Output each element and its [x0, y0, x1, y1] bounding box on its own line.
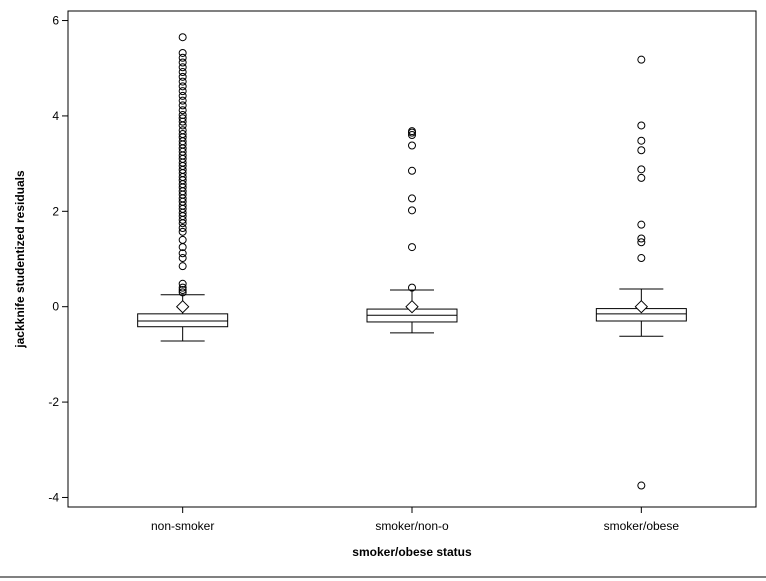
y-tick-label: 2 — [52, 204, 59, 218]
outlier-point — [178, 33, 187, 42]
outlier-point — [178, 53, 187, 62]
outlier-point — [178, 219, 187, 228]
outlier-point — [408, 166, 416, 175]
outlier-point — [178, 249, 187, 258]
outlier-point — [178, 286, 187, 294]
outlier-point — [637, 165, 646, 174]
box-iqr — [137, 313, 229, 328]
outlier-point — [178, 96, 187, 105]
box-group — [595, 55, 687, 490]
outlier-point — [178, 58, 187, 67]
outlier-point — [408, 194, 416, 203]
outlier-point — [637, 121, 646, 130]
outlier-point — [178, 235, 187, 244]
x-tick-label: smoker/obese — [604, 519, 680, 533]
outlier-point — [178, 68, 187, 77]
outlier-point — [637, 55, 646, 64]
outlier-point — [178, 283, 187, 292]
x-axis-label: smoker/obese status — [352, 545, 472, 559]
outlier-point — [178, 279, 187, 288]
plot-area-frame — [67, 10, 757, 508]
boxes-layer — [137, 33, 687, 490]
outlier-point — [178, 48, 187, 57]
outlier-point — [178, 101, 187, 110]
outlier-point — [178, 87, 187, 96]
y-axis: -4 -2 0 2 4 6 — [48, 14, 68, 504]
outlier-point — [637, 146, 646, 155]
outlier-point — [178, 72, 187, 81]
outlier-point — [178, 227, 187, 236]
outlier-point — [178, 77, 187, 86]
y-tick-label: 0 — [52, 300, 59, 314]
box-group — [366, 127, 458, 334]
outlier-point — [637, 238, 646, 247]
outlier-point — [178, 63, 187, 72]
mean-marker — [405, 299, 419, 314]
outlier-point — [408, 283, 416, 292]
outlier-point — [178, 82, 187, 91]
outlier-point — [178, 243, 187, 252]
outlier-point — [178, 121, 187, 130]
outlier-point — [637, 234, 646, 243]
outlier-point — [178, 262, 187, 271]
mean-marker — [634, 299, 649, 314]
x-tick-label: non-smoker — [151, 519, 214, 533]
outlier-point — [637, 254, 646, 263]
x-tick-label: smoker/non-o — [375, 519, 449, 533]
outlier-point — [178, 215, 187, 224]
outlier-point — [178, 117, 187, 126]
outlier-point — [637, 481, 646, 490]
outlier-point — [178, 106, 187, 115]
outlier-point — [408, 206, 416, 215]
outlier-point — [178, 91, 187, 100]
mean-marker — [175, 299, 190, 314]
y-tick-label: -4 — [48, 490, 59, 504]
outlier-point — [178, 254, 187, 263]
outlier-point — [408, 141, 416, 150]
outlier-point — [178, 288, 187, 297]
outlier-point — [637, 136, 646, 145]
outlier-point — [408, 128, 416, 137]
outlier-point — [178, 224, 187, 232]
y-tick-label: 4 — [52, 109, 59, 123]
box-group — [137, 33, 229, 342]
y-axis-label: jackknife studentized residuals — [13, 170, 27, 349]
y-tick-label: -2 — [48, 395, 59, 409]
y-tick-label: 6 — [52, 14, 59, 28]
outlier-point — [637, 173, 646, 182]
outlier-point — [408, 131, 416, 139]
outlier-point — [637, 220, 646, 229]
outlier-point — [408, 243, 416, 252]
x-axis: non-smoker smoker/non-o smoker/obese — [151, 507, 679, 533]
